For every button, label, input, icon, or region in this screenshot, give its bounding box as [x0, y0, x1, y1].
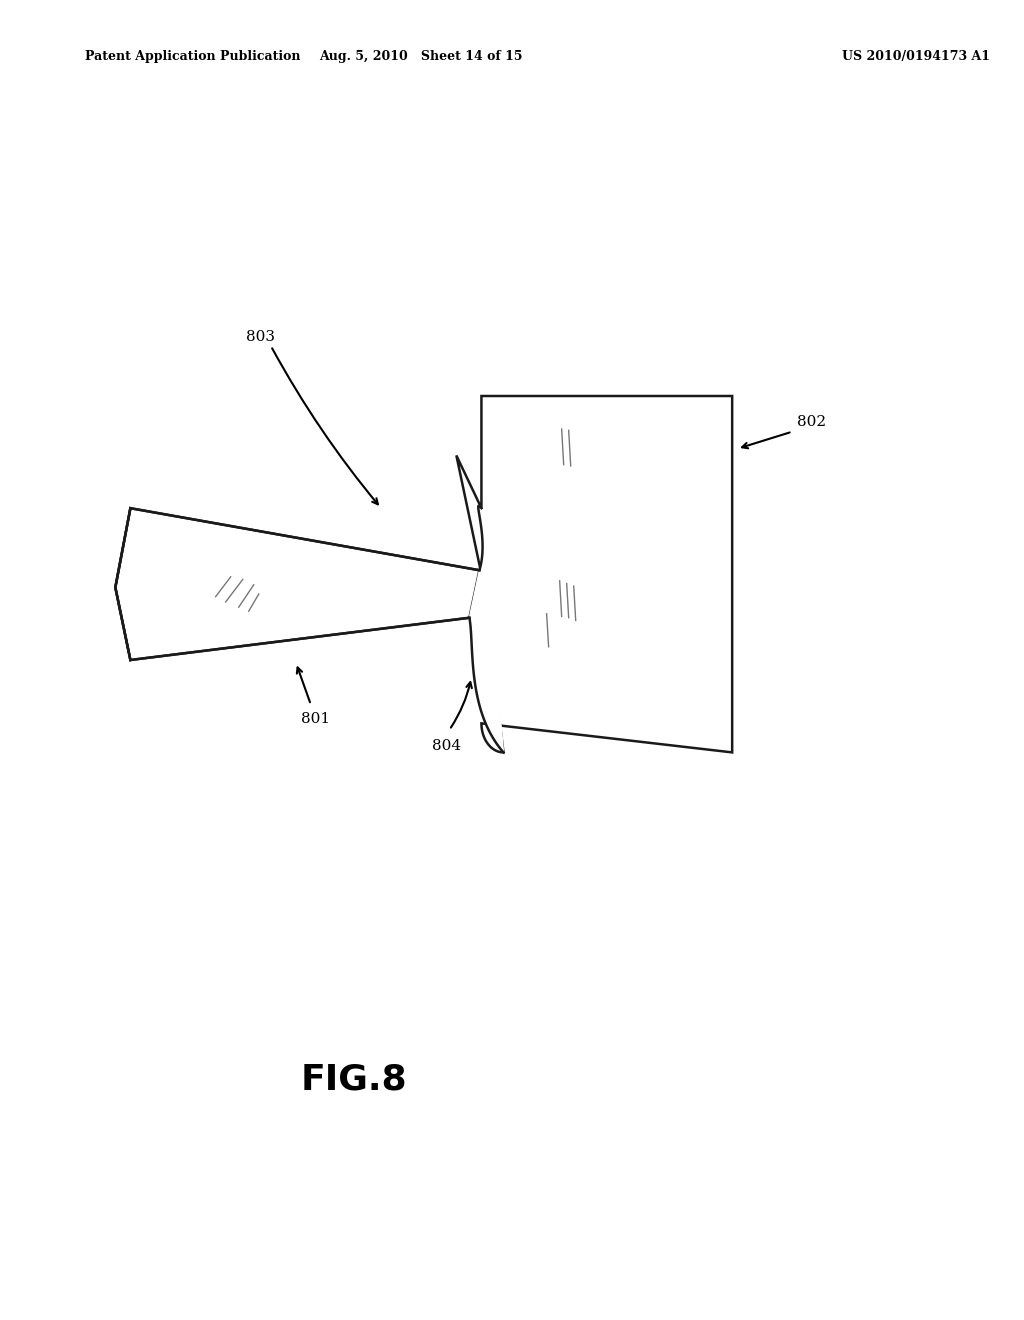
- Text: 801: 801: [301, 713, 331, 726]
- Text: Patent Application Publication: Patent Application Publication: [85, 50, 301, 63]
- Text: US 2010/0194173 A1: US 2010/0194173 A1: [843, 50, 990, 63]
- Text: 804: 804: [432, 739, 461, 752]
- Polygon shape: [469, 506, 504, 752]
- Polygon shape: [116, 508, 479, 660]
- Text: 802: 802: [798, 416, 826, 429]
- Polygon shape: [457, 396, 732, 752]
- Text: FIG.8: FIG.8: [301, 1063, 408, 1097]
- Text: Aug. 5, 2010   Sheet 14 of 15: Aug. 5, 2010 Sheet 14 of 15: [319, 50, 523, 63]
- Text: 803: 803: [246, 330, 274, 343]
